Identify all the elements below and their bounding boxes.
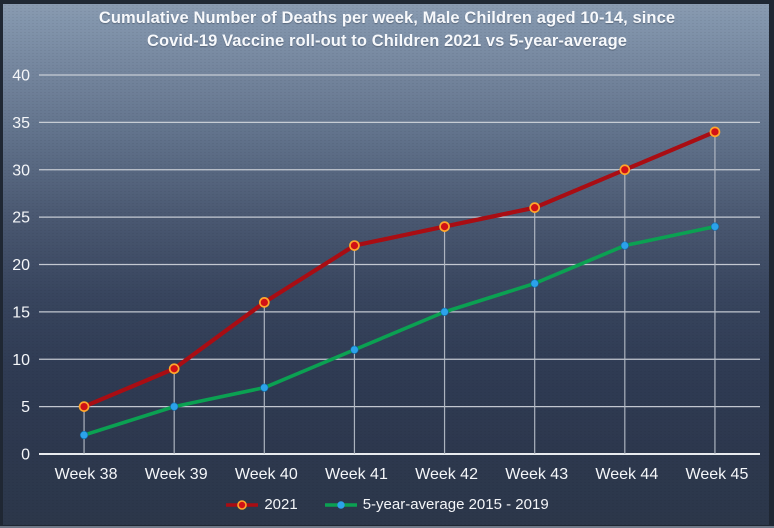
legend-label-2021: 2021 bbox=[264, 496, 298, 513]
chart-title-line1: Cumulative Number of Deaths per week, Ma… bbox=[98, 9, 676, 27]
x-tick-label-week-41: Week 41 bbox=[325, 466, 388, 483]
data-point-5-year-average-week-38 bbox=[79, 430, 89, 440]
data-point-5-year-average-week-39 bbox=[170, 402, 179, 411]
y-tick-label-0: 0 bbox=[21, 447, 30, 464]
x-tick-label-week-44: Week 44 bbox=[595, 466, 658, 483]
legend-label-5-year-average: 5-year-average 2015 - 2019 bbox=[362, 496, 549, 513]
data-point-5-year-average-week-44 bbox=[620, 241, 629, 250]
y-tick-label-20: 20 bbox=[12, 257, 30, 274]
x-tick-label-week-43: Week 43 bbox=[505, 466, 568, 483]
legend-item-2021: 2021 bbox=[225, 496, 298, 513]
x-tick-label-week-45: Week 45 bbox=[686, 466, 749, 483]
x-tick-label-week-39: Week 39 bbox=[145, 466, 208, 483]
data-point-2021-week-44 bbox=[619, 164, 631, 176]
y-tick-label-10: 10 bbox=[12, 352, 30, 369]
legend-swatch-2021-icon bbox=[226, 499, 259, 510]
chart-title-line2: Covid-19 Vaccine roll-out to Children 20… bbox=[146, 32, 628, 50]
data-point-5-year-average-week-42 bbox=[440, 307, 449, 316]
chart-legend: 2021 5-year-average 2015 - 2019 bbox=[0, 496, 774, 513]
x-tick-label-week-42: Week 42 bbox=[415, 466, 478, 483]
series-line-2021 bbox=[81, 129, 718, 409]
y-tick-label-25: 25 bbox=[12, 210, 30, 227]
x-tick-label-week-40: Week 40 bbox=[235, 466, 298, 483]
legend-swatch-5-year-average-icon bbox=[324, 500, 357, 509]
y-tick-label-30: 30 bbox=[12, 162, 30, 179]
y-tick-label-40: 40 bbox=[12, 68, 30, 85]
data-point-2021-week-45 bbox=[709, 126, 721, 138]
series-line-5-year-average bbox=[82, 224, 717, 437]
data-point-2021-week-39 bbox=[168, 363, 180, 375]
data-point-2021-week-42 bbox=[439, 221, 450, 232]
data-point-5-year-average-week-41 bbox=[350, 345, 359, 354]
data-point-5-year-average-week-40 bbox=[260, 383, 269, 392]
data-point-2021-week-38 bbox=[78, 401, 90, 412]
chart-title: Cumulative Number of Deaths per week, Ma… bbox=[0, 7, 774, 53]
y-tick-label-35: 35 bbox=[12, 115, 30, 132]
data-point-5-year-average-week-43 bbox=[530, 279, 539, 288]
data-point-2021-week-40 bbox=[258, 297, 270, 308]
y-tick-label-15: 15 bbox=[12, 304, 30, 321]
data-point-2021-week-41 bbox=[349, 240, 360, 251]
y-tick-label-5: 5 bbox=[21, 399, 30, 416]
data-point-5-year-average-week-45 bbox=[710, 222, 720, 231]
x-tick-label-week-38: Week 38 bbox=[55, 466, 118, 483]
data-point-2021-week-43 bbox=[529, 202, 541, 213]
legend-item-5-year-average: 5-year-average 2015 - 2019 bbox=[324, 496, 549, 513]
